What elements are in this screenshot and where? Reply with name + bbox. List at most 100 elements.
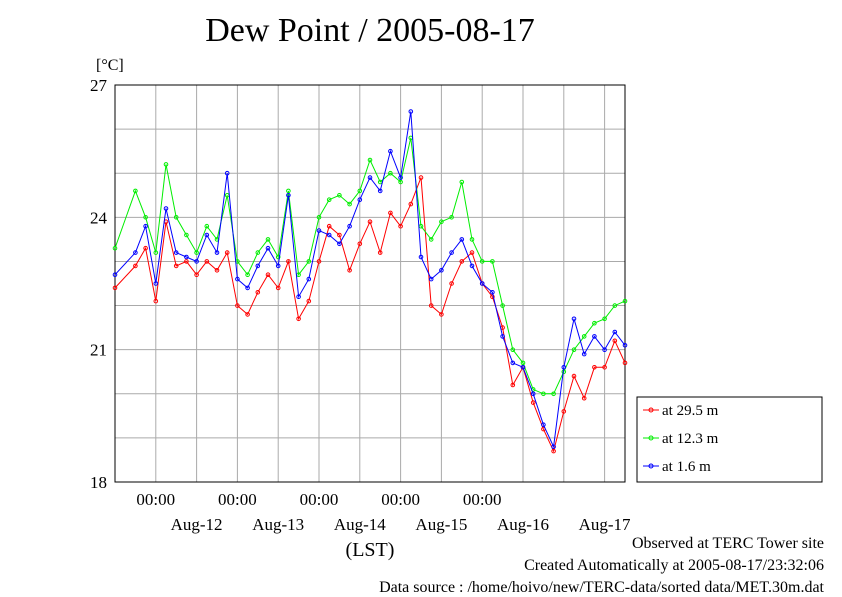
data-point	[612, 329, 618, 335]
data-point	[602, 347, 607, 353]
data-point	[367, 175, 373, 180]
data-point	[469, 250, 475, 255]
data-point	[398, 223, 403, 229]
data-point	[194, 272, 199, 278]
data-point	[245, 312, 250, 317]
data-point	[479, 259, 485, 264]
y-tick-label: 18	[90, 473, 107, 492]
data-point	[581, 395, 587, 401]
y-tick-label: 21	[90, 341, 107, 360]
data-point	[326, 223, 332, 229]
data-point	[173, 215, 179, 220]
data-point	[143, 223, 148, 229]
data-point	[541, 422, 546, 428]
data-point	[388, 210, 393, 216]
data-point	[357, 197, 363, 202]
legend-label-2: at 1.6 m	[662, 459, 711, 475]
data-point	[510, 347, 516, 353]
data-point	[592, 334, 597, 339]
data-point	[622, 298, 628, 304]
data-point	[541, 391, 546, 397]
data-point	[275, 263, 281, 269]
data-point	[163, 162, 169, 167]
data-point	[449, 250, 454, 255]
data-point	[520, 360, 526, 366]
data-point	[571, 316, 577, 322]
data-point	[275, 254, 281, 260]
x-tick-label-time: 00:00	[218, 490, 257, 509]
data-point	[347, 201, 352, 207]
y-tick-label: 27	[90, 76, 108, 95]
data-point	[347, 223, 352, 229]
data-point	[510, 382, 516, 388]
data-point	[490, 259, 495, 264]
data-point	[530, 391, 536, 397]
data-point	[204, 259, 210, 264]
data-point	[490, 294, 495, 300]
data-point	[245, 272, 250, 278]
data-point	[377, 250, 383, 255]
data-point	[592, 320, 597, 326]
x-tick-label-date: Aug-15	[415, 515, 467, 534]
data-point	[459, 179, 465, 185]
data-point	[367, 219, 373, 224]
data-point	[439, 268, 444, 273]
data-point	[245, 285, 250, 291]
data-point	[326, 232, 332, 238]
series-line-2	[114, 111, 626, 449]
data-point	[449, 281, 454, 286]
data-point	[235, 303, 240, 308]
footer-created: Created Automatically at 2005-08-17/23:3…	[524, 557, 824, 574]
data-point	[133, 263, 138, 269]
data-point	[306, 276, 312, 282]
data-point	[612, 303, 618, 308]
data-point	[265, 237, 271, 242]
series-layer	[112, 109, 628, 454]
data-point	[622, 360, 628, 366]
data-point	[612, 338, 618, 344]
data-point	[286, 193, 291, 198]
data-point	[286, 188, 291, 194]
data-point	[602, 316, 607, 322]
data-point	[347, 268, 352, 273]
data-point	[357, 188, 363, 194]
data-point	[622, 343, 628, 348]
x-tick-label-time: 00:00	[136, 490, 175, 509]
y-tick-label: 24	[90, 208, 108, 227]
data-point	[153, 298, 159, 304]
data-point	[255, 290, 261, 295]
plot-area-frame	[114, 84, 626, 483]
data-point	[153, 281, 159, 286]
data-point	[184, 259, 189, 264]
data-point	[184, 232, 189, 238]
data-point	[398, 179, 403, 185]
data-point	[143, 215, 148, 220]
data-point	[316, 228, 322, 233]
legend: at 29.5 m at 12.3 m at 1.6 m	[636, 396, 823, 483]
data-point	[306, 298, 312, 304]
data-point	[551, 448, 556, 454]
x-tick-label-date: Aug-12	[171, 515, 223, 534]
data-point	[469, 263, 475, 269]
data-point	[194, 250, 199, 255]
data-point	[275, 285, 281, 291]
data-point	[428, 276, 434, 282]
data-point	[112, 285, 118, 291]
data-point	[265, 245, 271, 251]
data-point	[398, 175, 403, 180]
data-point	[602, 365, 607, 370]
data-point	[561, 365, 567, 370]
data-point	[377, 188, 383, 194]
data-point	[224, 250, 230, 255]
x-tick-label-time: 00:00	[463, 490, 502, 509]
legend-label-0: at 29.5 m	[662, 403, 719, 419]
data-point	[449, 215, 454, 220]
data-point	[337, 193, 342, 198]
data-point	[581, 334, 587, 339]
data-point	[500, 334, 505, 339]
data-point	[388, 170, 393, 176]
data-point	[490, 290, 495, 295]
data-point	[337, 241, 342, 247]
data-point	[439, 219, 444, 224]
x-axis-label: (LST)	[346, 539, 395, 561]
